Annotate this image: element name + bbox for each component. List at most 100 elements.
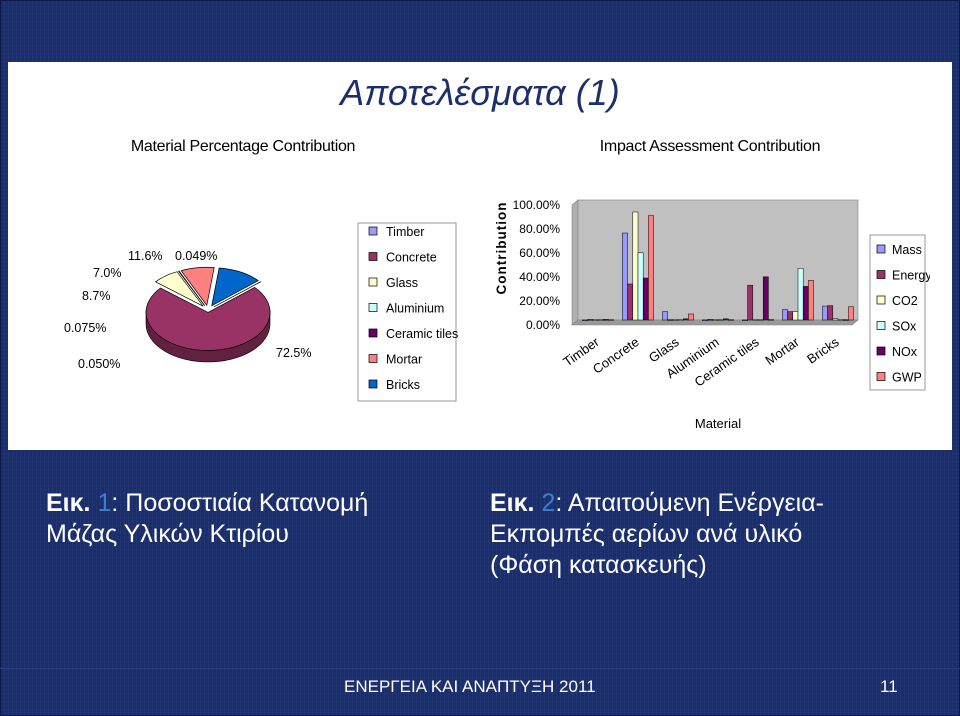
caption-2-line3: (Φάση κατασκευής) <box>490 551 707 579</box>
bar-legend-label: SOx <box>892 320 917 334</box>
bar-sox-concrete <box>637 252 644 321</box>
bar-co2-concrete <box>632 211 639 321</box>
pie-data-label: 0.075% <box>64 321 106 335</box>
bar-energy-glass <box>667 319 674 321</box>
pie-legend-label: Bricks <box>386 378 420 392</box>
pie-legend-swatch <box>368 277 378 287</box>
bar-legend-swatch <box>876 244 886 254</box>
caption-1-number: 1 <box>97 489 112 517</box>
bar-co2-aluminium <box>712 319 719 321</box>
bar-sox-aluminium <box>717 319 724 321</box>
bar-floor <box>571 319 859 326</box>
bar-y-tick-label: 20.00% <box>519 294 560 308</box>
pie-slice-timber <box>213 281 262 308</box>
page-number: 11 <box>880 677 898 696</box>
pie-slice-mortar <box>180 266 215 307</box>
pie-legend-swatch <box>368 379 378 389</box>
caption-1-line2: Μάζας Υλικών Κτιρίου <box>46 520 289 548</box>
pie-data-label: 8.7% <box>82 289 111 303</box>
bar-wall-side <box>571 199 579 326</box>
pie-legend-swatch <box>368 252 378 261</box>
bar-legend-swatch <box>876 346 886 356</box>
bar-nox-concrete <box>642 277 649 321</box>
bar-nox-glass <box>682 318 689 321</box>
bar-x-category-label: Bricks <box>804 334 842 367</box>
bar-x-axis-title: Material <box>695 416 741 431</box>
bar-sox-mortar <box>797 268 804 321</box>
bar-y-tick-label: 40.00% <box>519 270 560 284</box>
bar-gwp-ceramic-tiles <box>768 319 774 321</box>
bar-chart-title: Impact Assessment Contribution <box>599 138 821 155</box>
bar-legend-label: GWP <box>892 371 922 385</box>
caption-2-prefix: Εικ. <box>490 489 535 517</box>
bar-legend-label: NOx <box>892 345 918 359</box>
bar-energy-aluminium <box>707 319 714 321</box>
bar-sox-ceramic-tiles <box>757 319 764 321</box>
pie-legend-label: Timber <box>386 225 424 239</box>
bar-y-tick-label: 0.00% <box>526 318 560 332</box>
pie-slice-ceramic-tiles <box>178 270 205 306</box>
bar-chart: 0.00% 20.00% 40.00% 60.00% 80.00% 100.00% Cont… <box>494 198 930 431</box>
pie-data-label: 0.050% <box>78 357 120 371</box>
slide-title: Αποτελέσματα (1) <box>340 72 620 113</box>
bar-legend-swatch <box>876 270 886 279</box>
pie-legend-swatch <box>368 226 378 236</box>
bar-gwp-mortar <box>808 280 814 321</box>
pie-chart: 0.049% 72.5% 7.0% 0.075% 0.050% 8.7% 11.6% Tim… <box>64 222 458 402</box>
pie-chart-title: Material Percentage Contribution <box>130 138 356 155</box>
bar-mass-aluminium <box>702 319 708 321</box>
bar-x-category-label: Concrete <box>590 334 642 377</box>
bar-legend-swatch <box>876 321 886 330</box>
bar-mass-bricks <box>822 305 828 321</box>
bar-energy-mortar <box>787 311 794 321</box>
pie-legend-swatch <box>368 354 378 363</box>
bar-co2-timber <box>592 319 599 321</box>
bar-legend-label: Energy <box>892 269 930 283</box>
bar-y-tick-label: 100.00% <box>513 198 561 212</box>
bar-gwp-aluminium <box>728 319 734 321</box>
bar-mass-ceramic-tiles <box>742 319 748 321</box>
bar-co2-mortar <box>792 311 799 321</box>
bar-gwp-timber <box>608 319 614 321</box>
bar-nox-ceramic-tiles <box>762 276 769 321</box>
bar-gwp-bricks <box>848 306 854 321</box>
pie-legend-label: Glass <box>386 276 418 290</box>
pie-legend-swatch <box>368 328 378 338</box>
bar-legend-label: CO2 <box>892 294 918 308</box>
bar-energy-concrete <box>627 283 634 321</box>
pie-legend-label: Aluminium <box>386 302 444 316</box>
pie-data-label: 7.0% <box>93 266 122 280</box>
pie-slice-glass <box>154 271 204 307</box>
bar-legend-swatch <box>876 295 886 305</box>
pie-legend-swatch <box>368 303 378 312</box>
bar-co2-glass <box>672 319 679 321</box>
bar-energy-ceramic-tiles <box>747 284 754 321</box>
bar-co2-bricks <box>832 318 839 321</box>
pie-legend-label: Concrete <box>386 251 437 265</box>
pie-data-label: 72.5% <box>276 346 311 360</box>
bar-nox-timber <box>602 319 609 321</box>
caption-2-number: 2 <box>541 489 556 517</box>
bar-nox-aluminium <box>722 318 729 321</box>
bar-y-tick-label: 60.00% <box>519 246 560 260</box>
footer-bar <box>0 668 960 716</box>
pie-data-label: 0.049% <box>175 249 217 263</box>
bar-nox-bricks <box>842 319 849 321</box>
bar-legend-label: Mass <box>892 243 922 257</box>
bar-x-category-label: Mortar <box>762 334 802 368</box>
bar-gwp-concrete <box>648 215 654 321</box>
footer-text: ΕΝΕΡΓΕΙΑ ΚΑΙ ΑΝΑΠΤΥΞΗ 2011 <box>344 677 596 696</box>
bar-legend-box <box>869 234 926 391</box>
caption-1-text: : Ποσοστιαία Κατανομή <box>111 489 369 517</box>
bar-nox-mortar <box>802 286 809 321</box>
bar-energy-timber <box>587 319 594 321</box>
bar-gwp-glass <box>688 313 694 321</box>
bar-energy-bricks <box>827 305 834 321</box>
bar-y-axis-title: Contribution <box>494 202 509 295</box>
bar-sox-bricks <box>837 319 844 321</box>
caption-1-prefix: Εικ. <box>46 489 91 517</box>
figure-caption-2: Εικ. 2: Απαιτούμενη Ενέργεια- Εκπομπές α… <box>490 488 824 581</box>
bar-mass-mortar <box>782 309 788 321</box>
bar-mass-timber <box>582 319 588 321</box>
bar-co2-ceramic-tiles <box>752 319 759 321</box>
